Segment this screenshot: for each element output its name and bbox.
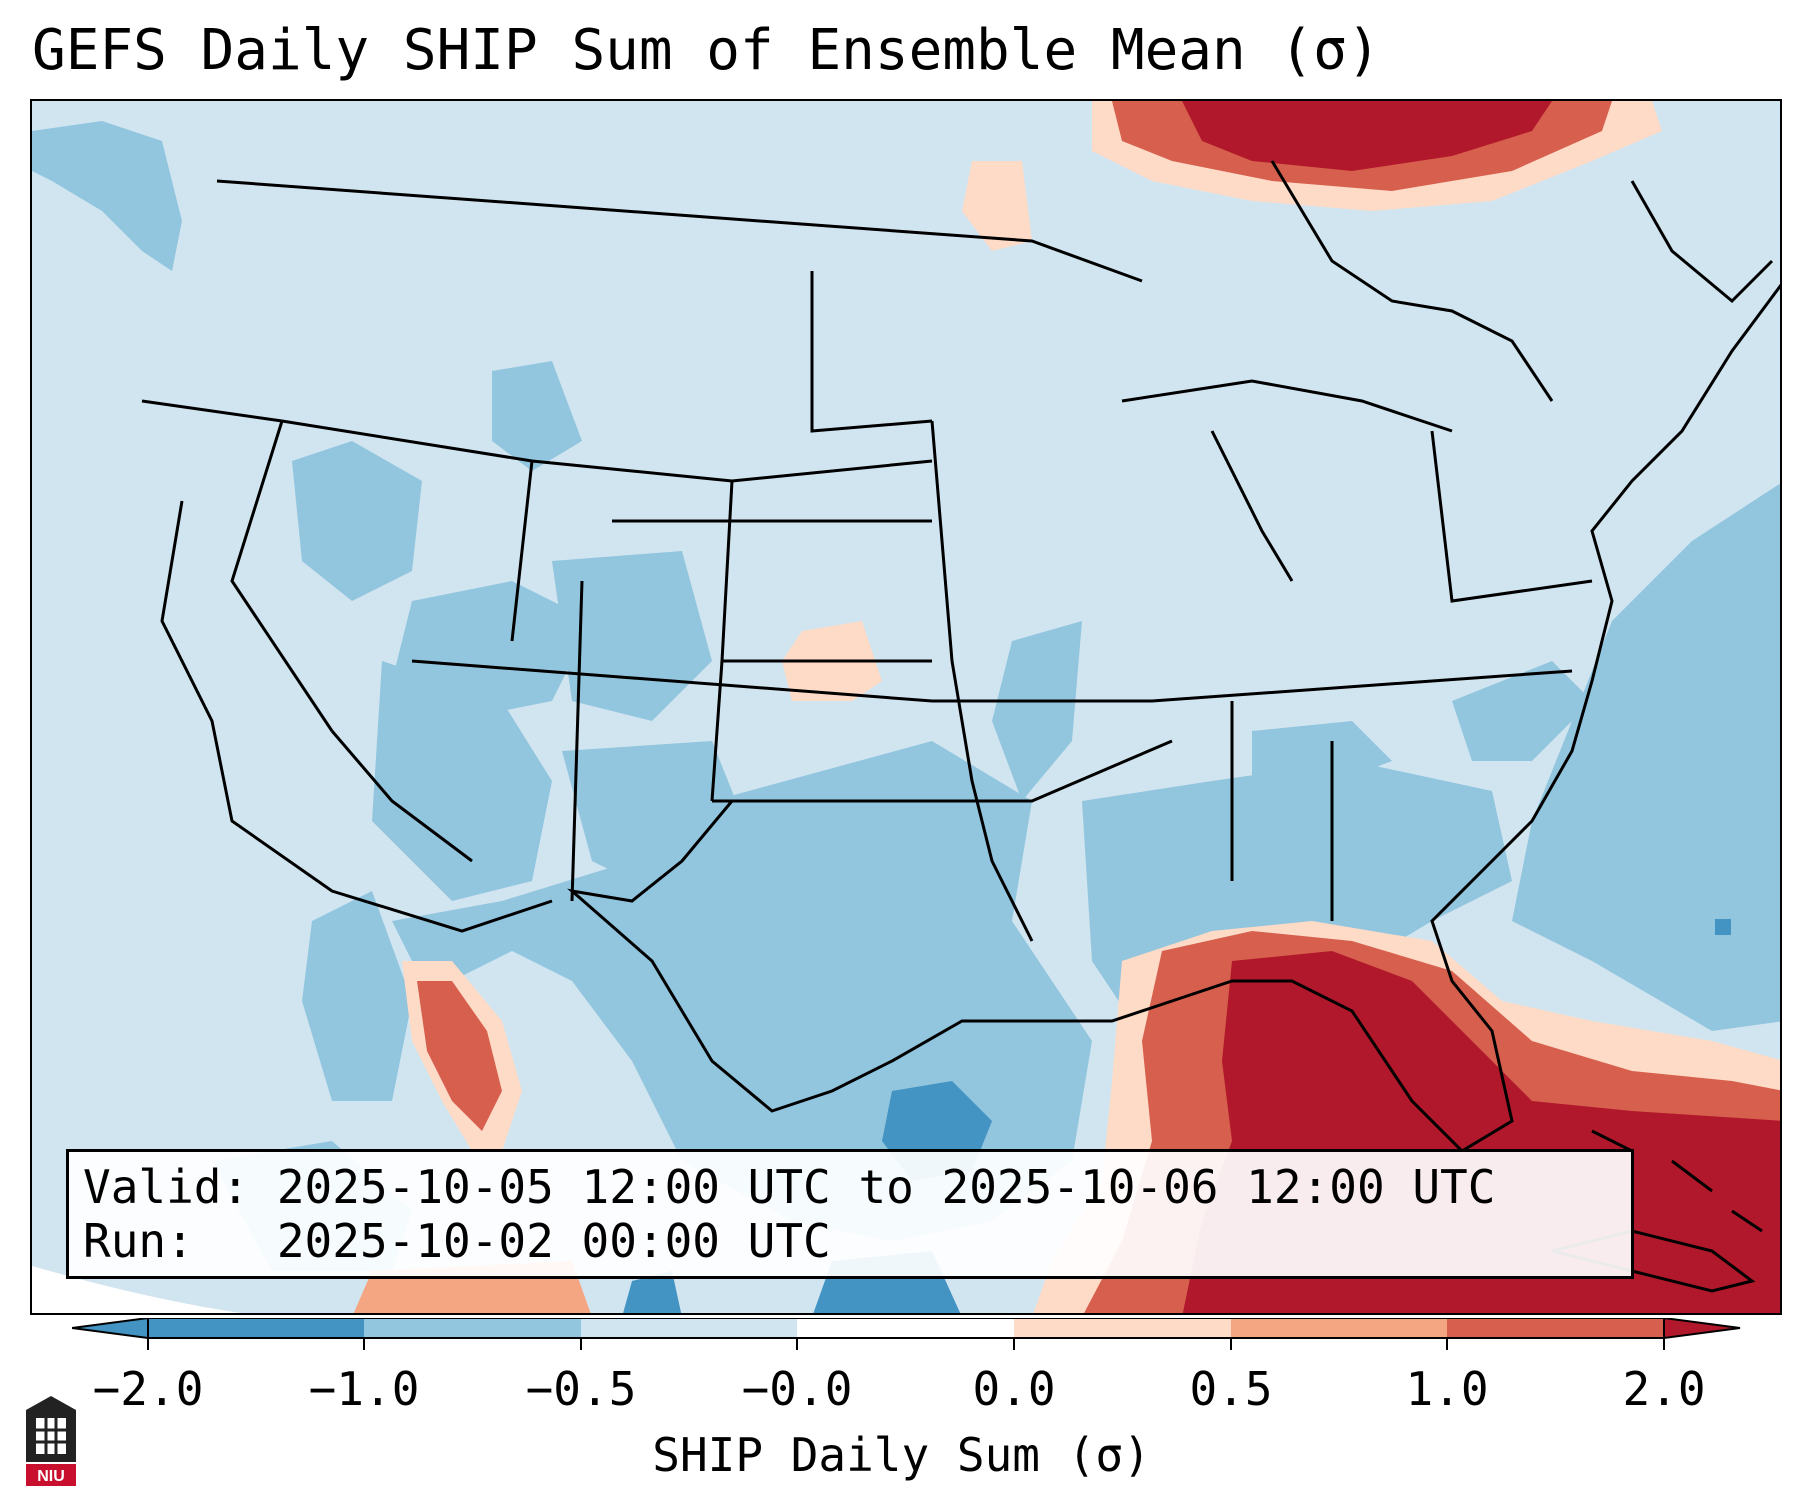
niu-logo-text: NIU — [37, 1468, 65, 1485]
colorbar — [72, 1318, 1741, 1350]
niu-logo-icon: NIU — [26, 1396, 76, 1486]
colorbar-tick-label: 0.0 — [972, 1362, 1056, 1416]
colorbar-segment — [581, 1318, 797, 1338]
valid-run-info-box: Valid: 2025-10-05 12:00 UTC to 2025-10-0… — [66, 1149, 1634, 1279]
colorbar-segment — [797, 1318, 1014, 1338]
map-canvas — [32, 101, 1780, 1313]
negative-anomaly-regions — [32, 121, 1780, 1271]
map-panel — [30, 99, 1782, 1315]
colorbar-outline — [147, 1318, 1665, 1339]
run-time-line: Run: 2025-10-02 00:00 UTC — [83, 1214, 831, 1268]
colorbar-extend-low — [72, 1318, 149, 1340]
colorbar-tick-label: 2.0 — [1622, 1362, 1706, 1416]
colorbar-label: SHIP Daily Sum (σ) — [652, 1428, 1151, 1482]
colorbar-segment — [1447, 1318, 1664, 1338]
colorbar-segment — [1014, 1318, 1231, 1338]
colorbar-ticks — [147, 1338, 1665, 1350]
projection-edge-left — [32, 1266, 241, 1313]
colorbar-segment — [364, 1318, 581, 1338]
colorbar-tick-label: −0.0 — [741, 1362, 853, 1416]
colorbar-tick-label: 0.5 — [1189, 1362, 1273, 1416]
niu-logo-band — [26, 1464, 76, 1486]
boundaries — [141, 160, 1780, 1153]
colorbar-extend-high — [1663, 1318, 1741, 1340]
colorbar-segment — [148, 1318, 364, 1338]
valid-time-line: Valid: 2025-10-05 12:00 UTC to 2025-10-0… — [83, 1160, 1496, 1214]
colorbar-tick-label: 1.0 — [1405, 1362, 1489, 1416]
colorbar-tick-label: −2.0 — [92, 1362, 204, 1416]
colorbar-tick-label: −0.5 — [525, 1362, 637, 1416]
colorbar-segment — [1231, 1318, 1447, 1338]
figure-title: GEFS Daily SHIP Sum of Ensemble Mean (σ) — [32, 18, 1381, 83]
colorbar-tick-label: −1.0 — [308, 1362, 420, 1416]
